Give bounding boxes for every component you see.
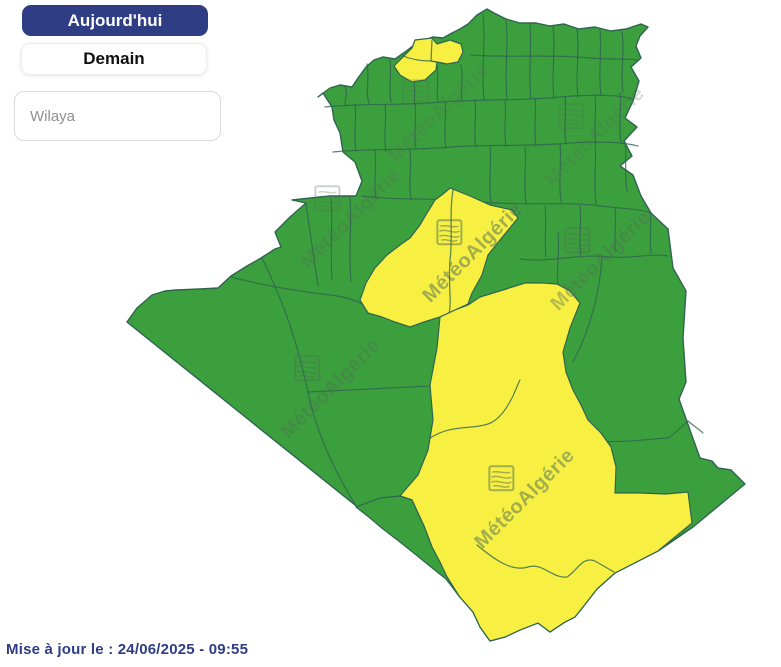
meteo-algerie-logo-icon: [558, 103, 585, 130]
update-timestamp: Mise à jour le : 24/06/2025 - 09:55: [6, 641, 249, 658]
wilaya-borders-north-yellow: [402, 39, 448, 65]
tomorrow-button[interactable]: Demain: [21, 43, 207, 75]
today-button[interactable]: Aujourd'hui: [22, 5, 208, 36]
meteo-algerie-logo-icon: [294, 355, 321, 382]
wilaya-border-center: [448, 189, 454, 315]
meteo-algerie-logo-icon: [402, 79, 429, 106]
map-region-yellow-center[interactable]: [359, 187, 519, 328]
wilaya-input[interactable]: [14, 91, 221, 141]
meteo-algerie-logo-icon: [564, 227, 591, 254]
wilaya-borders: [230, 14, 704, 507]
meteo-algerie-logo-icon: [314, 185, 341, 212]
meteo-algerie-logo-icon: [436, 219, 463, 246]
meteo-algerie-logo-icon: [488, 465, 515, 492]
wilaya-borders-south-yellow: [429, 379, 615, 578]
map-region-green-border-strip[interactable]: [355, 495, 460, 597]
